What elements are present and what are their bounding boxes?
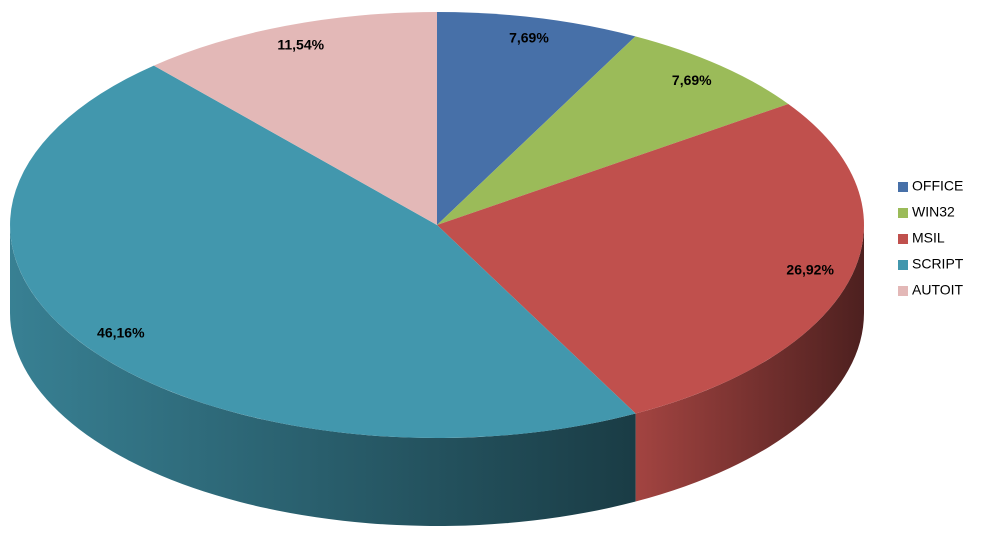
legend-label: SCRIPT — [912, 256, 964, 272]
value-label: 7,69% — [509, 30, 549, 46]
value-label: 26,92% — [786, 262, 834, 278]
value-label: 46,16% — [97, 325, 145, 341]
legend-label: MSIL — [912, 230, 945, 246]
value-labels: 7,69% 7,69% 26,92% 46,16% 11,54% — [97, 30, 834, 341]
legend-label: WIN32 — [912, 204, 955, 220]
slice — [437, 36, 789, 225]
slice — [437, 103, 864, 414]
slice-side — [10, 225, 636, 526]
slice — [437, 11, 636, 225]
legend-swatch — [898, 208, 908, 218]
value-label: 11,54% — [277, 36, 324, 52]
legend-swatch — [898, 182, 908, 192]
value-label: 7,69% — [672, 72, 712, 88]
legend-swatch — [898, 260, 908, 270]
slice — [153, 12, 437, 225]
slice-side — [635, 225, 864, 502]
legend-label: AUTOIT — [912, 282, 964, 298]
legend-label: OFFICE — [912, 178, 963, 194]
slice — [10, 65, 636, 438]
legend: OFFICE WIN32 MSIL SCRIPT AUTOIT — [898, 178, 964, 298]
legend-swatch — [898, 286, 908, 296]
pie-tops — [10, 11, 864, 438]
pie-sides — [10, 225, 864, 526]
legend-swatch — [898, 234, 908, 244]
